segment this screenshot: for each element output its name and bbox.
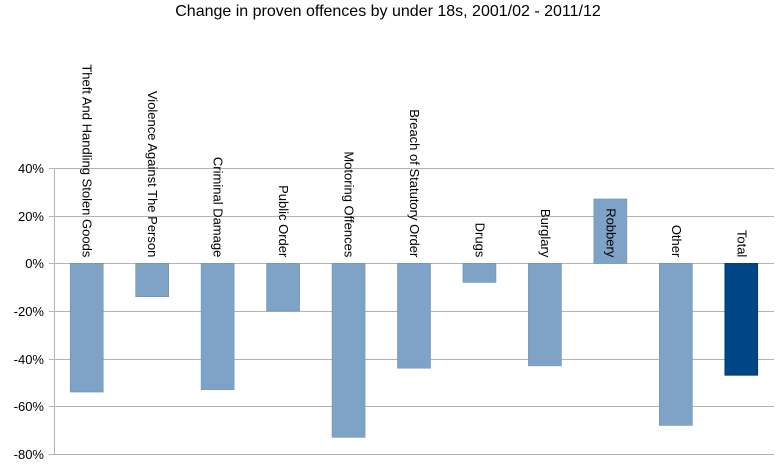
y-tick-label: -40% xyxy=(14,352,45,367)
category-label: Theft And Handling Stolen Goods xyxy=(80,64,95,257)
y-tick-label: 20% xyxy=(18,209,44,224)
bar-violence-against-the-person xyxy=(135,263,169,298)
y-tick-label: -60% xyxy=(14,399,45,414)
bar-burglary xyxy=(528,263,562,367)
category-label: Breach of Statutory Order xyxy=(407,109,422,258)
y-axis-ticks: 40% 20% 0% -20% -40% -60% -80% xyxy=(14,161,55,462)
bar-criminal-damage xyxy=(200,263,235,390)
chart-title: Change in proven offences by under 18s, … xyxy=(175,3,601,20)
category-label: Public Order xyxy=(276,185,291,258)
y-tick-label: -80% xyxy=(14,447,45,462)
bar-robbery xyxy=(593,198,628,264)
bars xyxy=(69,198,759,438)
bar-total xyxy=(724,263,759,376)
category-label: Criminal Damage xyxy=(211,157,226,257)
y-tick-label: 0% xyxy=(25,256,44,271)
category-label: Other xyxy=(669,225,684,258)
bar-motoring-offences xyxy=(331,263,366,438)
category-labels: Theft And Handling Stolen Goods Violence … xyxy=(80,64,750,258)
category-label: Robbery xyxy=(603,208,618,258)
bar-other xyxy=(659,263,693,426)
bar-breach-of-statutory-order xyxy=(397,263,431,369)
category-label: Drugs xyxy=(472,223,487,258)
y-tick-label: 40% xyxy=(18,161,44,176)
y-tick-label: -20% xyxy=(14,304,45,319)
category-label: Burglary xyxy=(538,209,553,258)
category-label: Total xyxy=(734,230,749,258)
category-label: Violence Against The Person xyxy=(145,91,160,257)
category-label: Motoring Offences xyxy=(342,151,357,257)
bar-public-order xyxy=(266,263,300,312)
bar-drugs xyxy=(462,263,497,283)
bar-theft-and-handling-stolen-goods xyxy=(69,263,104,393)
